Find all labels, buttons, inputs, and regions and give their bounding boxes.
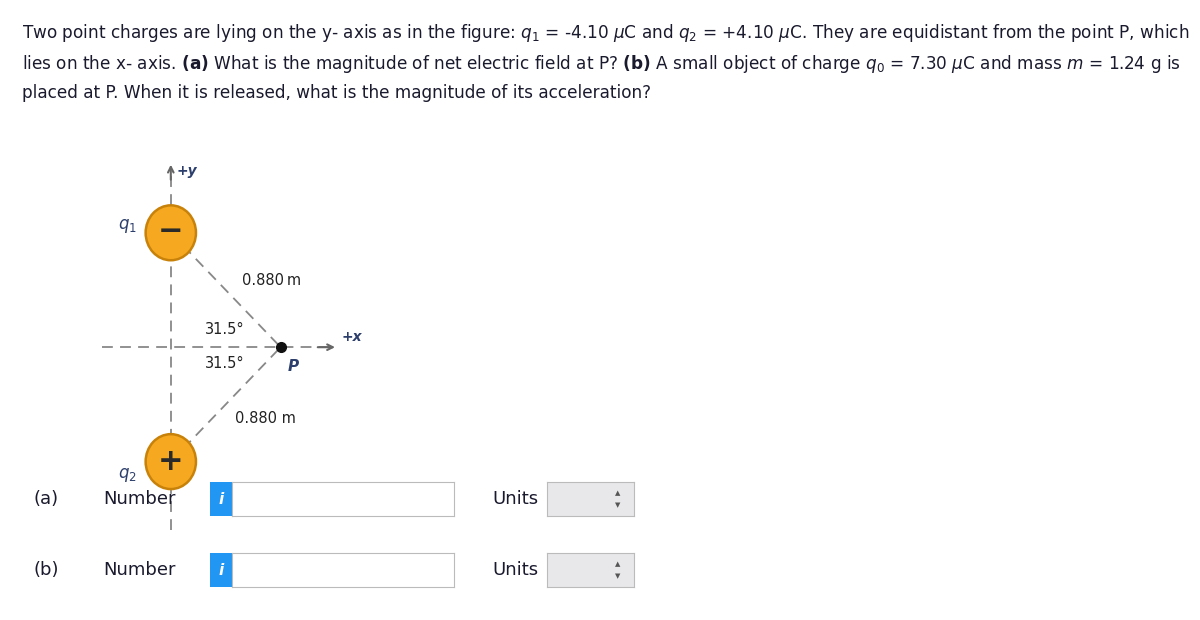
Text: placed at P. When it is released, what is the magnitude of its acceleration?: placed at P. When it is released, what i… (22, 84, 650, 102)
Text: Two point charges are lying on the y- axis as in the figure: $q_1$ = -4.10 $\mu$: Two point charges are lying on the y- ax… (22, 22, 1189, 43)
Text: ▼: ▼ (616, 502, 620, 508)
Text: i: i (218, 563, 223, 578)
Text: Units: Units (492, 561, 538, 580)
Text: 31.5°: 31.5° (205, 322, 245, 337)
Text: i: i (218, 492, 223, 507)
Text: +x: +x (341, 330, 361, 345)
Text: 0.880 m: 0.880 m (241, 273, 301, 288)
Text: lies on the x- axis. $\mathbf{(a)}$ What is the magnitude of net electric field : lies on the x- axis. $\mathbf{(a)}$ What… (22, 53, 1181, 74)
Text: 31.5°: 31.5° (205, 356, 245, 371)
Text: (b): (b) (34, 561, 59, 580)
Text: ▼: ▼ (616, 574, 620, 580)
Text: P: P (288, 358, 299, 374)
Text: $q_2$: $q_2$ (118, 466, 137, 484)
Text: 0.880 m: 0.880 m (235, 410, 295, 426)
Text: Number: Number (103, 490, 175, 508)
Text: Number: Number (103, 561, 175, 580)
Text: ▲: ▲ (616, 490, 620, 496)
Text: ▲: ▲ (616, 561, 620, 567)
Ellipse shape (145, 434, 196, 489)
Text: −: − (158, 218, 184, 246)
Text: (a): (a) (34, 490, 59, 508)
Ellipse shape (145, 205, 196, 260)
Text: $q_1$: $q_1$ (118, 217, 137, 235)
Text: Units: Units (492, 490, 538, 508)
Text: +: + (158, 447, 184, 476)
Text: +y: +y (176, 164, 197, 178)
